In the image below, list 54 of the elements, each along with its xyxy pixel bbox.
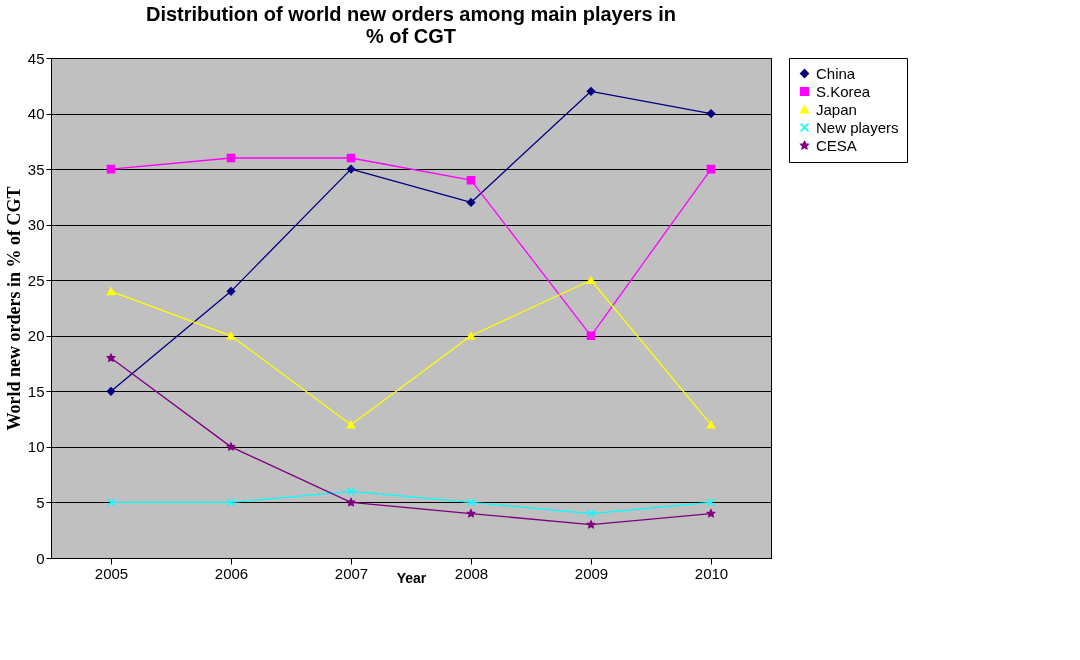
y-tick-label: 0 [36,549,45,567]
point [706,509,716,518]
y-tick-label: 35 [27,160,45,178]
y-tick-label: 20 [27,327,45,345]
x-tick-label: 2006 [214,564,249,582]
point [346,164,356,174]
legend-label: CESA [816,136,857,154]
y-tick-label: 10 [27,438,45,456]
point [346,153,356,163]
legend-label: New players [816,118,899,136]
y-tick-label: 15 [27,382,45,400]
point [586,331,596,341]
point [466,509,476,518]
point [706,498,716,507]
x-tick-label: 2007 [334,564,369,582]
point [466,198,476,207]
point [106,498,116,507]
x-tick-label: 2008 [454,564,489,582]
point [106,353,116,362]
point [346,498,356,507]
point [226,498,236,507]
x-axis-title: Year [396,569,427,586]
point [226,153,236,163]
point [346,420,356,429]
y-tick-label: 25 [27,271,45,289]
x-tick-label: 2005 [94,564,129,582]
point [226,287,236,296]
legend-label: China [816,64,856,82]
legend-label: Japan [816,100,857,118]
x-tick-label: 2010 [694,564,729,582]
point [106,387,116,396]
point [466,331,476,340]
y-tick-label: 40 [27,105,45,123]
point [586,509,596,518]
y-tick-label: 45 [27,49,45,67]
y-tick-label: 5 [36,493,45,511]
point [586,276,596,285]
point [706,164,716,174]
point [106,287,116,296]
point [106,164,116,174]
point [706,420,716,429]
x-tick-label: 2009 [574,564,609,582]
point [586,87,596,96]
legend-label: S.Korea [816,82,871,100]
point [466,498,476,507]
point [586,520,596,529]
point [226,331,236,340]
y-axis-title: World new orders in % of CGT [3,186,24,431]
point [226,442,236,451]
point [706,109,716,118]
point [346,487,356,496]
point [466,175,476,185]
y-tick-label: 30 [27,216,45,234]
chart-title: Distribution of world new orders among main players in % of CGT [145,3,677,47]
